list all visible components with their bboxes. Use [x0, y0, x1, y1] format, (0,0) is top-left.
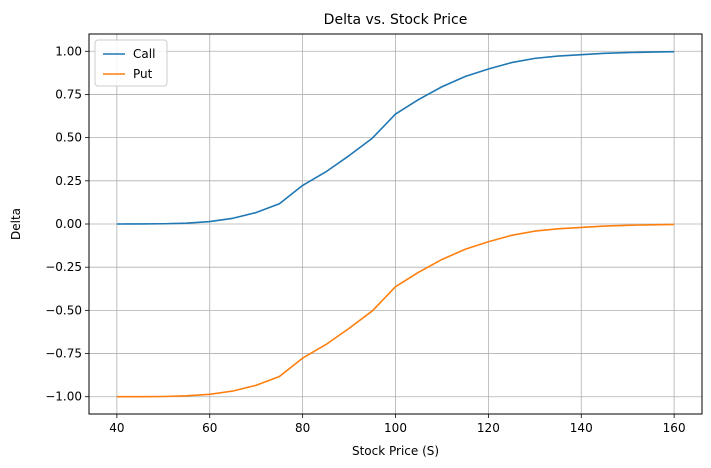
x-tick-label: 100: [384, 421, 407, 435]
x-tick-label: 80: [295, 421, 310, 435]
legend-box: [94, 39, 168, 87]
chart-title: Delta vs. Stock Price: [324, 12, 468, 28]
y-tick-label: 0.25: [55, 174, 82, 188]
x-tick-label: 160: [663, 421, 686, 435]
series-lines: [116, 50, 675, 398]
y-tick-label: 0.50: [55, 131, 82, 145]
legend-label-call: Call: [133, 47, 155, 61]
legend: Call Put: [94, 39, 168, 87]
x-tick-label: 60: [202, 421, 217, 435]
y-tick-label: −1.00: [45, 390, 82, 404]
legend-label-put: Put: [133, 67, 153, 81]
series-line-call: [116, 50, 675, 225]
x-axis-label: Stock Price (S): [352, 444, 439, 458]
y-tick-label: 0.75: [55, 87, 82, 101]
series-line-put: [116, 223, 675, 398]
x-axis-ticks: 40 60 80 100 120 140 160: [109, 414, 686, 435]
y-tick-label: −0.75: [45, 347, 82, 361]
grid-lines: [89, 34, 702, 414]
y-tick-label: 0.00: [55, 217, 82, 231]
y-tick-label: −0.50: [45, 303, 82, 317]
y-tick-label: 1.00: [55, 44, 82, 58]
x-tick-label: 120: [477, 421, 500, 435]
x-tick-label: 140: [570, 421, 593, 435]
y-axis-ticks: −1.00 −0.75 −0.50 −0.25 0.00 0.25 0.50 0.75 1.00: [45, 44, 89, 404]
x-tick-label: 40: [109, 421, 124, 435]
y-axis-label: Delta: [9, 208, 23, 240]
y-tick-label: −0.25: [45, 260, 82, 274]
